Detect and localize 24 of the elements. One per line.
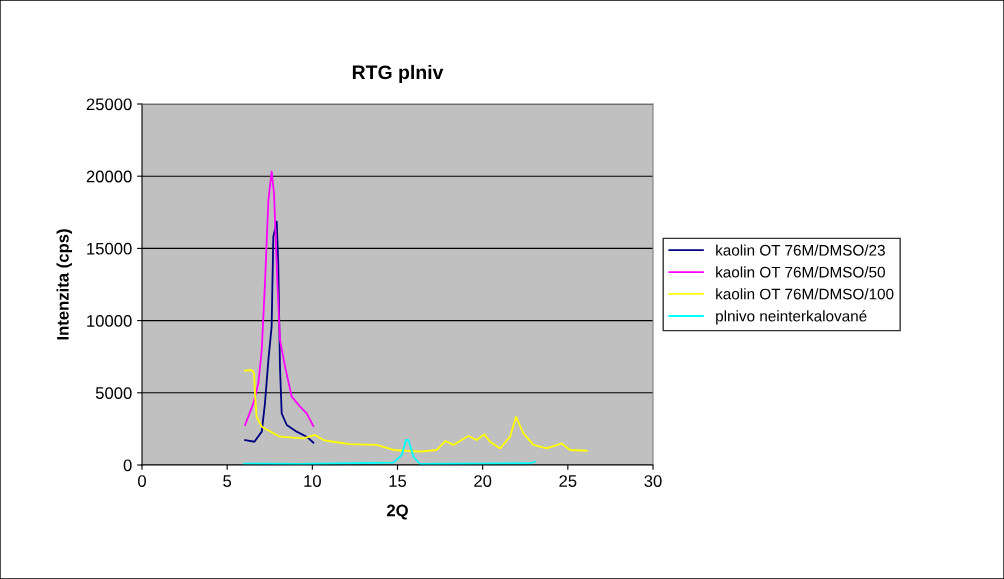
x-tick-label: 30 <box>644 475 662 487</box>
x-tick-label: 25 <box>559 475 577 487</box>
y-tick-label: 25000 <box>86 98 132 111</box>
legend-label: kaolin OT 76M/DMSO/100 <box>716 288 894 300</box>
line-series <box>244 369 588 453</box>
y-tick-label: 15000 <box>87 242 132 255</box>
legend-label: kaolin OT 76M/DMSO/23 <box>716 244 885 256</box>
x-tick-label: 5 <box>223 475 232 487</box>
x-tick-label: 0 <box>138 475 146 487</box>
line-series <box>244 170 315 427</box>
legend-label: plnivo neinterkalované <box>716 310 867 325</box>
line-series <box>244 220 315 444</box>
y-tick-label: 20000 <box>86 170 132 183</box>
y-axis-title: Intenzita (cps) <box>56 229 73 340</box>
y-tick-label: 5000 <box>95 387 132 399</box>
y-tick-label: 10000 <box>87 315 132 327</box>
chart-title: RTG plniv <box>352 64 444 84</box>
x-tick-label: 20 <box>474 475 492 487</box>
x-axis-title: 2Q <box>386 504 408 520</box>
legend-label: kaolin OT 76M/DMSO/50 <box>716 266 885 278</box>
line-series <box>243 439 537 465</box>
x-tick-label: 15 <box>389 475 407 487</box>
y-tick-label: 0 <box>123 459 132 472</box>
x-tick-label: 10 <box>304 475 321 487</box>
